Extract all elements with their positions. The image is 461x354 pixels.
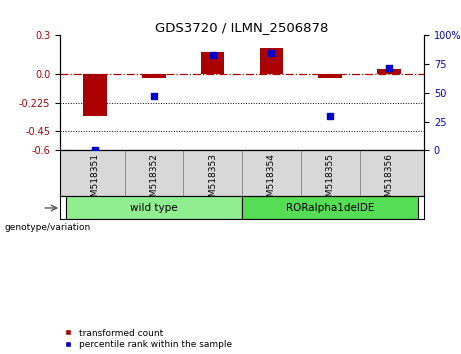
Text: genotype/variation: genotype/variation: [5, 223, 91, 232]
Bar: [142, 74, 165, 78]
Text: GSM518352: GSM518352: [149, 153, 159, 208]
Bar: [83, 74, 107, 116]
Point: [150, 93, 158, 99]
Legend: transformed count, percentile rank within the sample: transformed count, percentile rank withi…: [65, 329, 232, 349]
Bar: [66, 196, 242, 219]
Point: [209, 52, 216, 58]
Text: GSM518355: GSM518355: [325, 153, 335, 208]
Bar: [319, 74, 342, 78]
Text: GSM518354: GSM518354: [267, 153, 276, 208]
Text: GSM518356: GSM518356: [384, 153, 393, 208]
Bar: [242, 196, 418, 219]
Point: [268, 50, 275, 56]
Bar: [260, 48, 283, 74]
Text: GSM518351: GSM518351: [91, 153, 100, 208]
Point: [385, 65, 393, 70]
Point: [326, 113, 334, 119]
Point: [91, 148, 99, 153]
Title: GDS3720 / ILMN_2506878: GDS3720 / ILMN_2506878: [155, 21, 329, 34]
Bar: [377, 69, 401, 74]
Text: RORalpha1delDE: RORalpha1delDE: [286, 203, 374, 213]
Text: GSM518353: GSM518353: [208, 153, 217, 208]
Text: wild type: wild type: [130, 203, 178, 213]
Bar: [201, 52, 225, 74]
